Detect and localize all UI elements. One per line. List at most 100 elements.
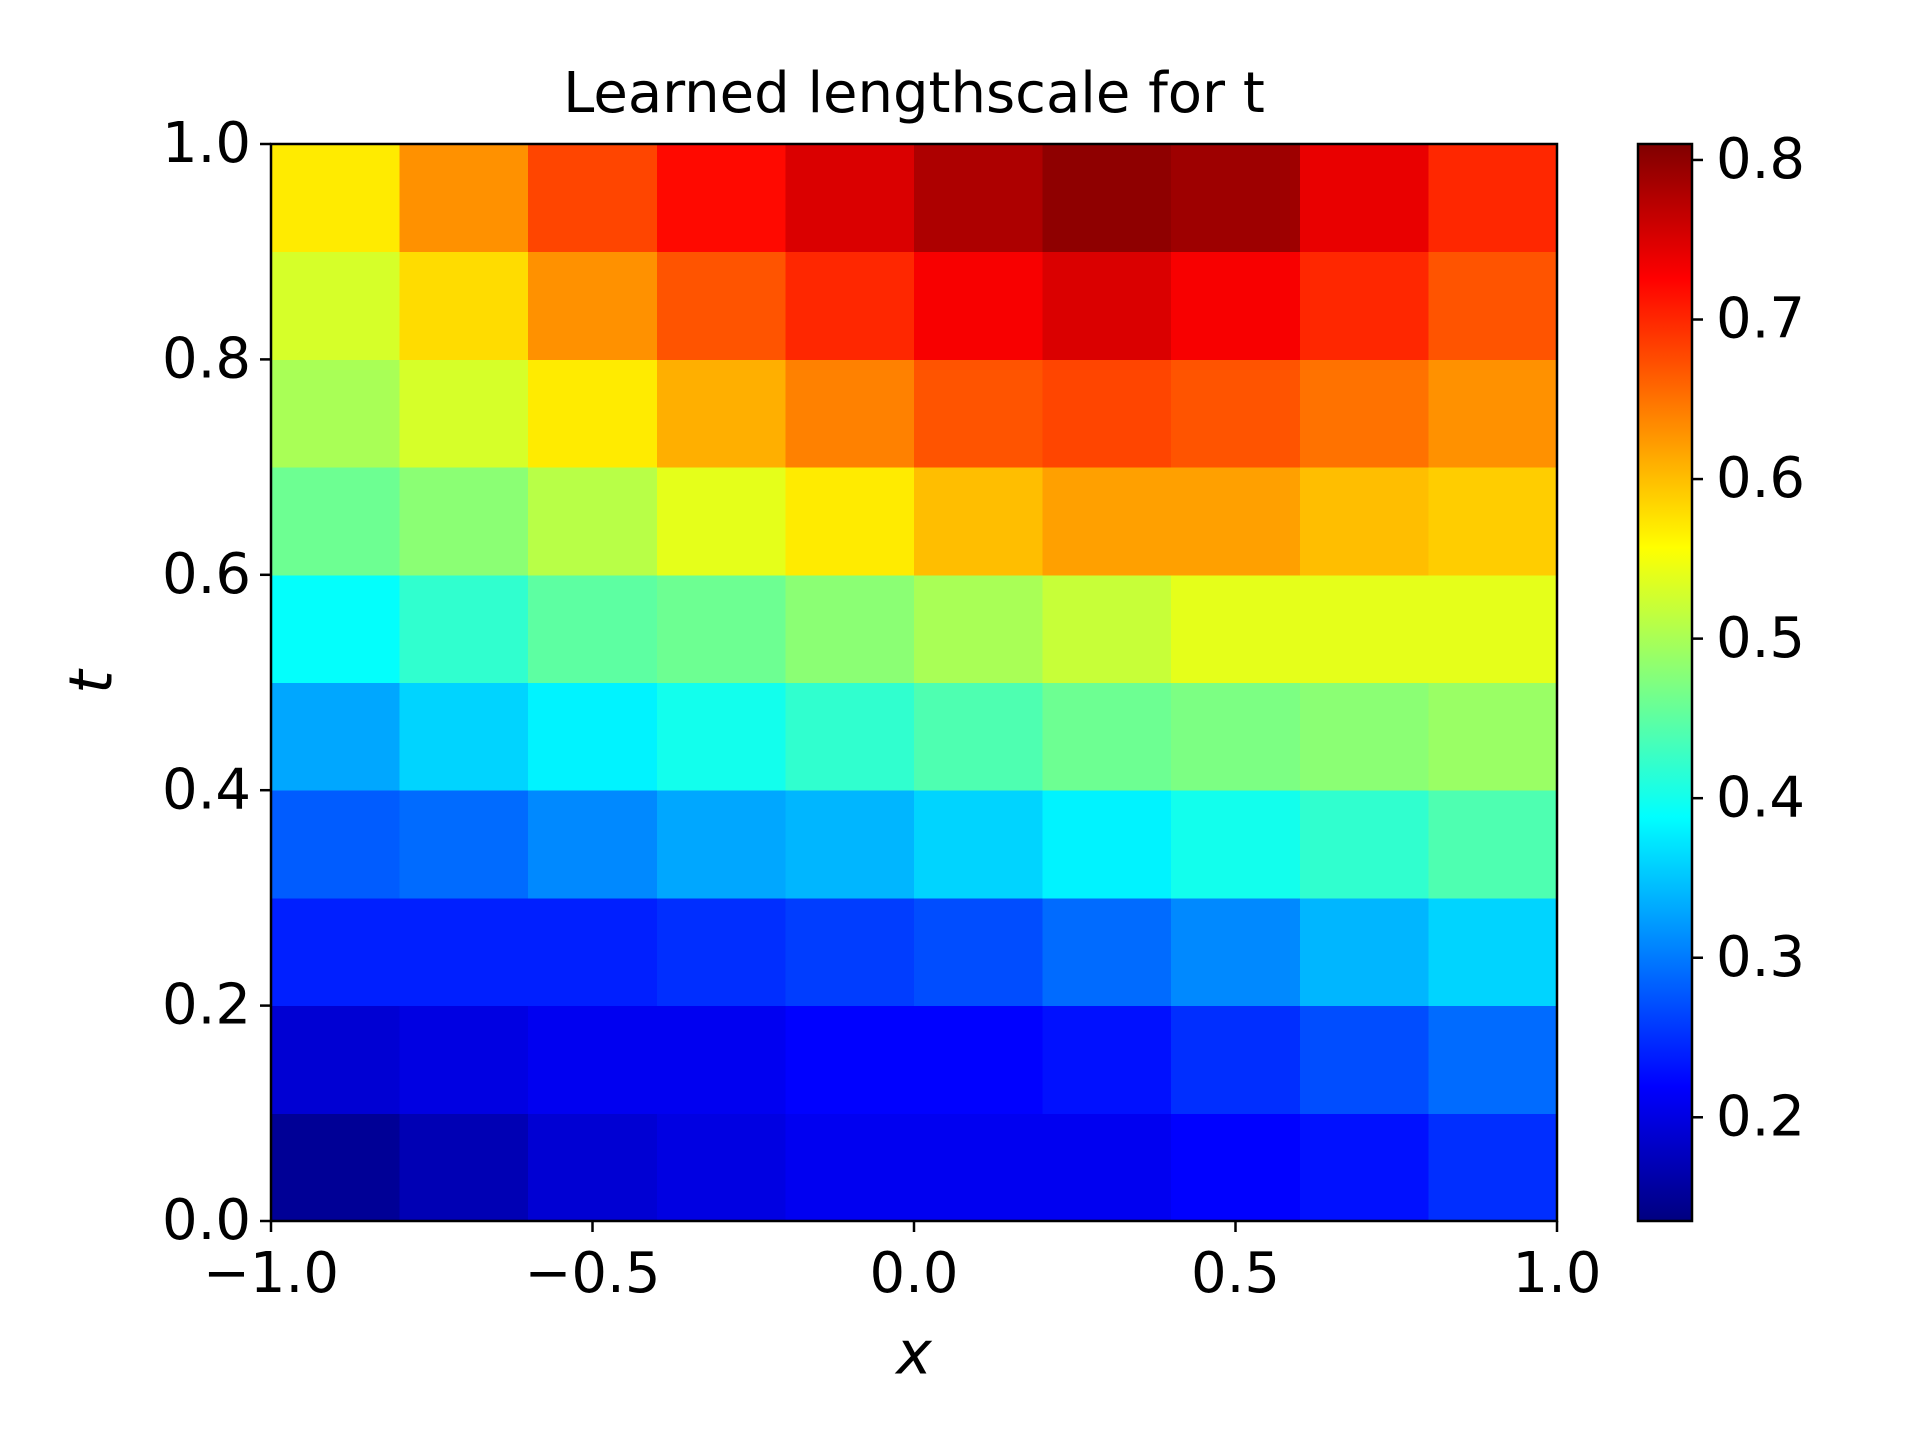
colorbar-tick-label: 0.7	[1716, 287, 1805, 352]
heatmap-cell	[785, 574, 915, 683]
colorbar-tick-label: 0.5	[1716, 606, 1805, 671]
heatmap-cell	[1428, 144, 1558, 253]
heatmap-cell	[1428, 251, 1558, 360]
colorbar-tick-label: 0.3	[1716, 925, 1805, 990]
heatmap-cell	[785, 897, 915, 1007]
heatmap-cell	[1299, 574, 1429, 683]
heatmap-cell	[271, 790, 401, 899]
chart-title: Learned lengthscale for t	[563, 61, 1265, 126]
heatmap-cell	[785, 682, 915, 791]
heatmap-cell	[656, 682, 786, 791]
heatmap-cell	[656, 574, 786, 683]
heatmap-cell	[528, 1113, 658, 1222]
heatmap-cell	[656, 251, 786, 360]
heatmap-cell	[914, 1005, 1044, 1114]
heatmap-cell	[1171, 574, 1301, 683]
heatmap-cell	[528, 574, 658, 683]
heatmap-cell	[271, 1113, 401, 1222]
y-tick-label: 0.2	[162, 973, 251, 1038]
heatmap-cell	[785, 1005, 915, 1114]
heatmap-cell	[914, 467, 1044, 576]
heatmap-cell	[1428, 682, 1558, 791]
heatmap-cell	[528, 682, 658, 791]
heatmap-cell	[656, 790, 786, 899]
heatmap-cell	[1299, 897, 1429, 1007]
colorbar-tick-label: 0.8	[1716, 127, 1805, 192]
y-tick-label: 1.0	[162, 111, 251, 176]
heatmap-cell	[528, 790, 658, 899]
heatmap-cell	[1428, 1113, 1558, 1222]
heatmap-cell	[1171, 359, 1301, 468]
heatmap-cell	[656, 1005, 786, 1114]
heatmap-cell	[1042, 1005, 1172, 1114]
heatmap-cell	[271, 897, 401, 1007]
heatmap-cell	[656, 359, 786, 468]
heatmap-cell	[914, 790, 1044, 899]
heatmap-cell	[399, 467, 529, 576]
heatmap-cell	[785, 144, 915, 253]
y-tick-label: 0.6	[162, 542, 251, 607]
heatmap-cell	[528, 359, 658, 468]
heatmap-cell	[656, 144, 786, 253]
heatmap-cell	[656, 1113, 786, 1222]
heatmap-cell	[1042, 251, 1172, 360]
heatmap-cell	[271, 574, 401, 683]
heatmap-cell	[1428, 467, 1558, 576]
heatmap-cell	[1171, 144, 1301, 253]
x-tick-label: −0.5	[525, 1241, 661, 1306]
x-axis-label: x	[894, 1319, 932, 1389]
colorbar	[1636, 142, 1694, 1223]
heatmap-cell	[271, 251, 401, 360]
heatmap-cell	[914, 359, 1044, 468]
heatmap-cell	[399, 1113, 529, 1222]
y-axis-label: t	[57, 668, 127, 694]
heatmap-cell	[1299, 144, 1429, 253]
heatmap-cell	[271, 1005, 401, 1114]
heatmap-cell	[1042, 790, 1172, 899]
heatmap-cell	[1428, 1005, 1558, 1114]
heatmap-cell	[1299, 790, 1429, 899]
heatmap-cell	[914, 897, 1044, 1007]
x-tick-label: 1.0	[1512, 1241, 1601, 1306]
heatmap-cell	[399, 144, 529, 253]
heatmap-cell	[1171, 897, 1301, 1007]
heatmap-cell	[1171, 682, 1301, 791]
heatmap-cell	[1299, 1005, 1429, 1114]
heatmap-cell	[399, 251, 529, 360]
heatmap-cell	[1299, 467, 1429, 576]
heatmap-cell	[1042, 897, 1172, 1007]
axes: −1.0 −0.5 0.0 0.5 1.0 0.0 0.2 0.4 0.6 0.8 1.0 0.2 0.…	[162, 111, 1805, 1306]
heatmap-cell	[785, 467, 915, 576]
colorbar-tick-label: 0.2	[1716, 1084, 1805, 1149]
heatmap-cell	[528, 144, 658, 253]
heatmap-cell	[1042, 1113, 1172, 1222]
heatmap-cell	[1042, 359, 1172, 468]
heatmap-cell	[528, 1005, 658, 1114]
heatmap-cell	[1171, 467, 1301, 576]
heatmap-cell	[914, 251, 1044, 360]
heatmap-cell	[399, 790, 529, 899]
heatmap-cell	[399, 574, 529, 683]
heatmap-cell	[1428, 574, 1558, 683]
heatmap-cell	[785, 1113, 915, 1222]
heatmap-cell	[914, 574, 1044, 683]
heatmap-cell	[1042, 682, 1172, 791]
heatmap-cell	[914, 682, 1044, 791]
heatmap-cell	[785, 790, 915, 899]
heatmap-cell	[1428, 359, 1558, 468]
heatmap-cell	[528, 467, 658, 576]
heatmap-cell	[914, 144, 1044, 253]
heatmap-cell	[1299, 251, 1429, 360]
colorbar-tick-label: 0.6	[1716, 446, 1805, 511]
heatmap-cell	[1299, 1113, 1429, 1222]
heatmap-cell	[271, 682, 401, 791]
heatmap-cell	[399, 897, 529, 1007]
colorbar-tick-label: 0.4	[1716, 765, 1805, 830]
heatmap-cell	[1171, 251, 1301, 360]
heatmap-cells	[271, 144, 1558, 1222]
y-tick-label: 0.8	[162, 327, 251, 392]
y-tick-label: 0.0	[162, 1188, 251, 1253]
heatmap-cell	[1299, 682, 1429, 791]
heatmap-cell	[1042, 467, 1172, 576]
